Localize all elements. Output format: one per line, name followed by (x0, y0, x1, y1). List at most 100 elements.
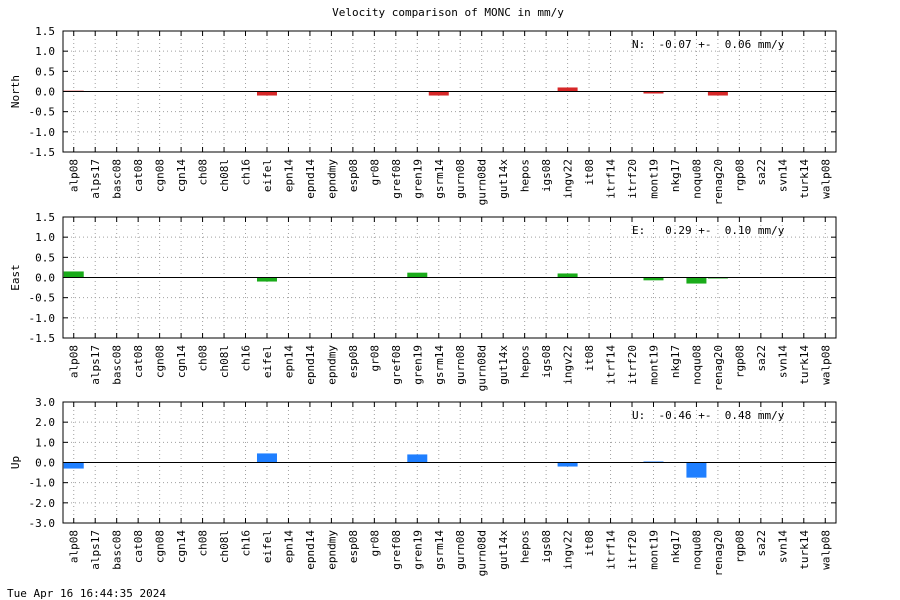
category-label: gren19 (411, 345, 424, 385)
category-label: gref08 (390, 530, 403, 570)
category-label: renag20 (712, 530, 725, 576)
category-label: noqu08 (690, 159, 703, 199)
category-label: gut14x (497, 530, 510, 570)
y-tick-label: 1.0 (35, 231, 55, 244)
category-label: ch16 (240, 530, 253, 557)
category-label: gren19 (411, 530, 424, 570)
bar-ingv22 (557, 87, 578, 92)
category-label: mont19 (647, 159, 660, 199)
stat-annotation: U: -0.46 +- 0.48 mm/y (632, 409, 785, 422)
stat-annotation: E: 0.29 +- 0.10 mm/y (632, 224, 785, 237)
plot-frame (62, 216, 837, 339)
category-label: gsrm14 (433, 530, 446, 570)
category-label: igs08 (540, 159, 553, 192)
category-label: gref08 (390, 159, 403, 199)
category-label: gr08 (368, 530, 381, 557)
category-label: walp08 (819, 345, 832, 385)
y-tick-label: -2.0 (29, 497, 56, 510)
category-label: noqu08 (690, 345, 703, 385)
y-tick-label: 3.0 (35, 396, 55, 409)
category-label: igs08 (540, 530, 553, 563)
category-label: gut14x (497, 345, 510, 385)
y-tick-label: 1.0 (35, 436, 55, 449)
category-label: gr08 (368, 159, 381, 186)
category-label: itrf14 (605, 530, 618, 570)
bar-gsrm14 (428, 91, 449, 96)
bar-ingv22 (557, 273, 578, 278)
category-label: ingv22 (562, 345, 575, 385)
category-label: epndmy (325, 530, 338, 570)
bar-ingv22 (557, 462, 578, 467)
category-label: cgn08 (154, 530, 167, 563)
category-label: gurn08d (476, 345, 489, 391)
y-tick-label: 1.5 (35, 25, 55, 38)
category-label: cat08 (132, 345, 145, 378)
category-label: epndmy (325, 159, 338, 199)
y-tick-label: 0.5 (35, 251, 55, 264)
category-label: renag20 (712, 159, 725, 205)
y-tick-label: -3.0 (29, 517, 56, 530)
category-label: igs08 (540, 345, 553, 378)
category-label: it08 (583, 159, 596, 186)
category-label: epnd14 (304, 345, 317, 385)
category-label: ch08 (197, 530, 210, 557)
category-label: turk14 (798, 530, 811, 570)
bar-mont19 (643, 277, 664, 281)
category-label: it08 (583, 345, 596, 372)
category-label: ch08l (218, 345, 231, 378)
plot-frame (62, 401, 837, 524)
category-label: mont19 (647, 345, 660, 385)
category-label: itrf20 (626, 345, 639, 385)
category-label: basc08 (111, 530, 124, 570)
bar-noqu08 (686, 277, 707, 284)
category-label: ch08l (218, 159, 231, 192)
category-label: eifel (261, 530, 274, 563)
bar-alp08 (63, 271, 84, 278)
category-label: basc08 (111, 345, 124, 385)
category-label: epndmy (325, 345, 338, 385)
y-axis-label: East (9, 264, 22, 291)
category-label: gr08 (368, 345, 381, 372)
bar-renag20 (707, 91, 728, 96)
category-label: gurn08 (454, 530, 467, 570)
category-label: mont19 (647, 530, 660, 570)
y-axis-label: North (9, 75, 22, 108)
category-label: epnd14 (304, 159, 317, 199)
category-label: sa22 (755, 530, 768, 557)
category-label: gref08 (390, 345, 403, 385)
category-label: alps17 (89, 159, 102, 199)
category-label: ch16 (240, 345, 253, 372)
y-tick-label: 0.0 (35, 86, 55, 99)
y-tick-label: -1.0 (29, 477, 56, 490)
category-label: esp08 (347, 530, 360, 563)
category-label: epn14 (282, 159, 295, 192)
y-tick-label: -1.5 (29, 332, 56, 345)
bar-eifel (256, 277, 277, 282)
category-label: alps17 (89, 530, 102, 570)
category-label: rgp08 (733, 530, 746, 563)
category-label: sa22 (755, 159, 768, 186)
bar-gren19 (407, 454, 428, 463)
category-label: svn14 (776, 345, 789, 378)
y-tick-label: 1.0 (35, 45, 55, 58)
category-label: epn14 (282, 530, 295, 563)
category-label: walp08 (819, 530, 832, 570)
bar-gren19 (407, 272, 428, 278)
category-label: cat08 (132, 530, 145, 563)
category-label: renag20 (712, 345, 725, 391)
category-label: svn14 (776, 159, 789, 192)
category-label: sa22 (755, 345, 768, 372)
category-label: it08 (583, 530, 596, 557)
bar-mont19 (643, 91, 664, 94)
category-label: turk14 (798, 159, 811, 199)
category-label: nkg17 (669, 159, 682, 192)
category-label: ch16 (240, 159, 253, 186)
category-label: turk14 (798, 345, 811, 385)
category-label: epnd14 (304, 530, 317, 570)
category-label: cat08 (132, 159, 145, 192)
category-label: gut14x (497, 159, 510, 199)
category-label: walp08 (819, 159, 832, 199)
y-tick-label: 0.0 (35, 272, 55, 285)
category-label: alp08 (68, 530, 81, 563)
